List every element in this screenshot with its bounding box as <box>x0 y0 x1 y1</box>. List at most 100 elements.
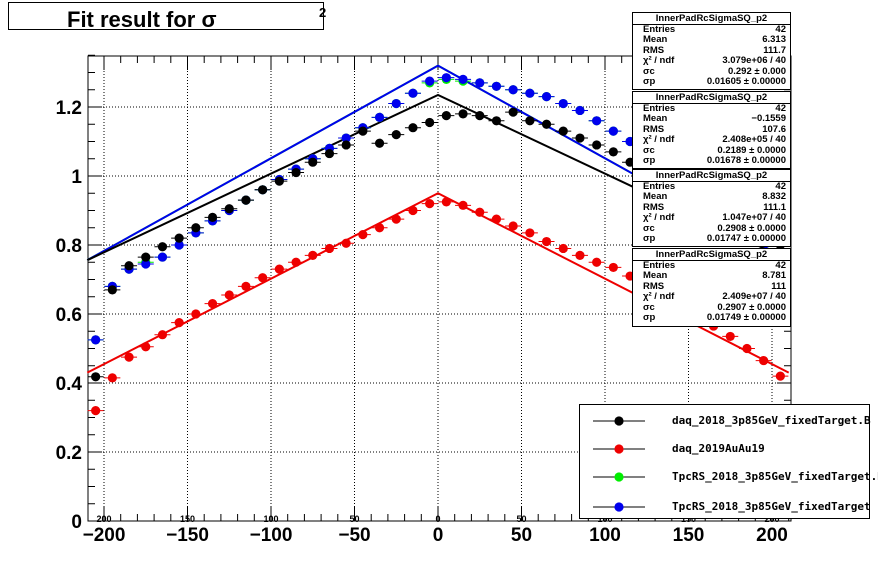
x-tick-label: −150 <box>166 525 209 546</box>
data-point <box>508 221 518 231</box>
data-point <box>425 76 435 86</box>
stat-value: 107.6 <box>762 123 786 135</box>
data-point <box>725 331 735 342</box>
x-tick-label: −200 <box>83 525 126 546</box>
y-tick-label: 0.4 <box>56 374 83 395</box>
legend-label: daq_2019AuAu19 <box>672 442 765 455</box>
data-point <box>157 242 168 252</box>
stat-row: RMS 107.6 <box>633 123 790 135</box>
data-point <box>608 147 618 157</box>
data-point <box>775 371 785 381</box>
stat-row: Entries 42 <box>633 260 790 271</box>
stat-key: Mean <box>643 270 668 282</box>
stat-box: InnerPadRcSigmaSQ_p2 Entries 42 Mean 8.781 RM… <box>632 248 791 327</box>
legend-marker <box>593 502 645 512</box>
stat-row: σp 0.01605 ± 0.00000 <box>633 75 790 87</box>
stat-row: χ² / ndf 1.047e+07 / 40 <box>633 212 790 224</box>
stat-value: 42 <box>775 103 786 114</box>
legend-marker <box>593 472 645 482</box>
x-top-tick-label: 200 <box>764 514 779 524</box>
stat-value: 42 <box>775 260 786 271</box>
stat-value: 0.01749 ± 0.00000 <box>706 311 786 323</box>
stat-key: RMS <box>643 280 665 292</box>
stat-key: Entries <box>643 103 676 114</box>
stat-row: σp 0.01678 ± 0.00000 <box>633 154 790 166</box>
data-point <box>391 214 401 224</box>
stat-box-title: InnerPadRcSigmaSQ_p2 <box>633 13 790 25</box>
legend-label: daq_2018_3p85GeV_fixedTarget.B <box>672 414 871 427</box>
data-point <box>441 197 451 207</box>
data-point <box>141 252 151 262</box>
chart-title: Fit result for σ 2 <box>67 5 326 33</box>
stat-row: χ² / ndf 2.409e+07 / 40 <box>633 291 790 302</box>
y-tick-label: 0.8 <box>56 236 82 257</box>
plot-frame <box>87 55 792 522</box>
stat-key: Mean <box>643 34 668 46</box>
data-point <box>124 352 134 362</box>
data-point <box>541 236 552 247</box>
data-point <box>291 167 301 178</box>
stat-key: χ² / ndf <box>643 212 675 224</box>
data-point <box>341 140 351 150</box>
x-top-tick-label: 150 <box>681 514 696 524</box>
x-top-tick-label: 0 <box>435 514 440 524</box>
x-top-tick-label: 50 <box>516 514 526 524</box>
stat-row: Mean −0.1559 <box>633 113 790 124</box>
data-point <box>558 126 568 136</box>
stat-row: σc 0.2908 ± 0.0000 <box>633 223 790 234</box>
data-point <box>141 342 151 352</box>
legend: daq_2018_3p85GeV_fixedTarget.B daq_2019Au… <box>579 404 878 519</box>
stat-value: 0.01605 ± 0.00000 <box>706 75 786 87</box>
x-tick-label: 50 <box>511 525 532 546</box>
x-tick-label: −100 <box>250 525 293 546</box>
data-point <box>308 157 318 167</box>
stat-row: Entries 42 <box>633 103 790 114</box>
data-point <box>558 98 568 109</box>
data-point <box>358 126 368 136</box>
stat-row: RMS 111.1 <box>633 201 790 213</box>
x-tick-label: 150 <box>673 525 705 546</box>
data-point <box>341 133 351 143</box>
stat-value: 111.1 <box>763 201 786 213</box>
stat-key: RMS <box>643 201 665 213</box>
data-point <box>141 259 151 269</box>
stat-row: RMS 111 <box>633 280 790 292</box>
x-top-tick-label: 100 <box>263 514 278 524</box>
data-point <box>157 252 168 262</box>
chart-title-text: Fit result for σ <box>67 7 217 32</box>
data-point <box>608 262 618 273</box>
legend-entry: TpcRS_2018_3p85GeV_fixedTarget <box>580 497 871 517</box>
data-point <box>575 105 585 116</box>
stat-value: 0.01678 ± 0.00000 <box>706 154 786 166</box>
stat-row: Mean 8.781 <box>633 270 790 282</box>
stat-value: 42 <box>775 181 786 192</box>
data-point <box>508 107 518 117</box>
stat-value: 8.832 <box>762 191 786 203</box>
data-point <box>742 343 752 354</box>
data-point <box>441 111 451 121</box>
data-point <box>541 92 552 102</box>
stat-box: InnerPadRcSigmaSQ_p2 Entries 42 Mean 8.832 RM… <box>632 169 791 247</box>
stat-key: Entries <box>643 24 676 35</box>
x-top-tick-label: 100 <box>597 514 612 524</box>
stat-key: Mean <box>643 191 668 203</box>
data-point <box>592 116 602 126</box>
data-point <box>374 138 385 148</box>
data-point <box>491 214 502 224</box>
data-point <box>425 199 435 209</box>
data-point <box>425 117 435 128</box>
data-point <box>391 130 401 140</box>
stat-key: RMS <box>643 44 665 56</box>
data-point <box>558 243 568 254</box>
stat-key: Entries <box>643 181 676 192</box>
data-point <box>759 355 769 366</box>
data-point <box>374 223 385 233</box>
x-top-tick-label: 200 <box>96 514 111 524</box>
legend-marker <box>593 444 645 454</box>
stat-value: 6.313 <box>762 34 786 46</box>
legend-dot <box>614 416 624 426</box>
data-point <box>525 88 535 98</box>
stat-row: Entries 42 <box>633 181 790 192</box>
stat-row: σc 0.292 ± 0.000 <box>633 66 790 77</box>
chart-title-superscript: 2 <box>319 5 327 20</box>
